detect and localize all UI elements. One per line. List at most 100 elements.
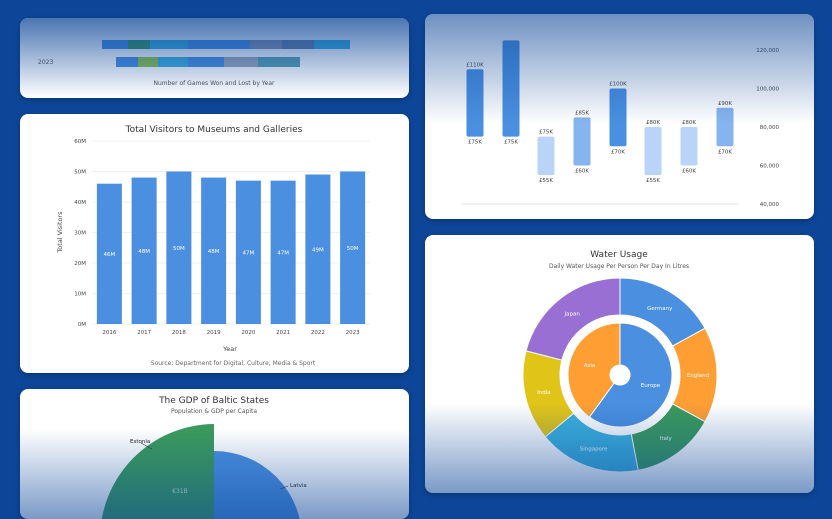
- x-tick-label: 2023: [346, 330, 360, 336]
- donut-slice-europe[interactable]: [588, 322, 673, 428]
- games-row-upper: [102, 40, 350, 49]
- visitors-chart-card: Total Visitors to Museums and Galleries …: [20, 114, 409, 373]
- low-label: £75K: [468, 140, 482, 146]
- y-axis-label: Total Visitors: [56, 211, 64, 254]
- low-label: £55K: [646, 178, 660, 184]
- high-label: £75K: [539, 130, 553, 136]
- label-leader-line: [140, 442, 153, 450]
- games-bar: [282, 40, 314, 49]
- games-chart: 2023 Number of Games Won and Lost by Yea…: [38, 40, 350, 87]
- bar[interactable]: [201, 177, 227, 324]
- games-bar: [102, 40, 128, 49]
- range-bar[interactable]: [609, 88, 627, 147]
- x-tick-label: 2020: [241, 330, 255, 336]
- range-chart: 40,000 60,000 80,000 100,000 120,000 £110K £7…: [461, 40, 780, 208]
- range-bar[interactable]: [644, 127, 662, 176]
- chart-subtitle: Population & GDP per Capita: [171, 408, 257, 415]
- x-tick-label: 2016: [102, 330, 116, 336]
- bar[interactable]: [340, 171, 366, 325]
- x-tick-label: 2021: [276, 330, 290, 336]
- data-label: 48M: [138, 249, 150, 255]
- slice-label: Japan: [564, 311, 581, 317]
- range-bar[interactable]: [680, 127, 698, 166]
- data-label: 47M: [277, 250, 289, 256]
- chart-title: Total Visitors to Museums and Galleries: [125, 125, 303, 135]
- donut-slice-japan[interactable]: [525, 277, 621, 361]
- high-label: £80K: [646, 120, 660, 126]
- games-bar: [188, 40, 250, 49]
- y-tick-label: 100,000: [756, 87, 779, 93]
- data-label: 50M: [173, 246, 185, 252]
- low-label: £70K: [718, 149, 732, 155]
- y-tick-label: 120,000: [756, 48, 779, 54]
- slice-label: Asia: [584, 363, 596, 369]
- low-label: £60K: [575, 169, 589, 175]
- chart-subtitle: Daily Water Usage Per Person Per Day In …: [549, 263, 689, 270]
- data-label: 50M: [347, 246, 359, 252]
- range-chart-card: 40,000 60,000 80,000 100,000 120,000 £110K £7…: [425, 14, 814, 219]
- slice-label-latvia: Latvia: [290, 483, 307, 489]
- y-tick-label: 40M: [74, 200, 86, 206]
- water-chart: Water Usage Daily Water Usage Per Person…: [522, 250, 718, 473]
- pie-slice-estonia[interactable]: [100, 424, 214, 519]
- games-caption: Number of Games Won and Lost by Year: [153, 80, 275, 87]
- games-bar: [258, 57, 300, 67]
- range-bar[interactable]: [573, 117, 591, 166]
- gdp-chart-card: The GDP of Baltic States Population & GD…: [20, 389, 409, 519]
- high-label: £90K: [718, 101, 732, 107]
- games-bar: [116, 57, 138, 67]
- slice-label: Europe: [641, 383, 661, 389]
- x-tick-label: 2022: [311, 330, 325, 336]
- low-label: £70K: [611, 149, 625, 155]
- bar[interactable]: [270, 180, 296, 324]
- x-tick-label: 2017: [137, 330, 151, 336]
- chart-title: The GDP of Baltic States: [158, 396, 269, 406]
- games-bar: [188, 57, 224, 67]
- chart-title: Water Usage: [590, 250, 648, 260]
- visitors-chart: Total Visitors to Museums and Galleries …: [56, 125, 370, 367]
- bar[interactable]: [235, 180, 261, 324]
- low-label: £75K: [504, 140, 518, 146]
- games-row-label: 2023: [38, 59, 53, 66]
- y-tick-label: 20M: [74, 261, 86, 267]
- data-label: 48M: [208, 249, 220, 255]
- y-tick-label: 60M: [74, 139, 86, 145]
- y-tick-label: 80,000: [760, 125, 780, 131]
- games-bar: [138, 57, 158, 67]
- y-tick-label: 30M: [74, 231, 86, 237]
- y-tick-label: 0M: [78, 322, 86, 328]
- range-bar[interactable]: [466, 69, 484, 137]
- x-tick-label: 2019: [207, 330, 221, 336]
- range-bar[interactable]: [537, 136, 555, 176]
- pie-slice-latvia[interactable]: [214, 451, 302, 519]
- high-label: £80K: [682, 120, 696, 126]
- slice-value-estonia: €31B: [172, 488, 188, 495]
- y-tick-label: 60,000: [760, 164, 780, 170]
- high-label: £85K: [575, 110, 589, 116]
- games-row-2023: [116, 57, 300, 67]
- data-label: 47M: [243, 250, 255, 256]
- games-bar: [314, 40, 350, 49]
- slice-label: Singapore: [580, 446, 608, 452]
- y-tick-label: 40,000: [760, 202, 780, 208]
- slice-label: Germany: [647, 306, 673, 312]
- bar[interactable]: [96, 183, 122, 324]
- chart-source: Source: Department for Digital, Culture,…: [151, 360, 316, 367]
- data-label: 49M: [312, 247, 324, 253]
- range-bar[interactable]: [716, 107, 734, 147]
- low-label: £60K: [682, 169, 696, 175]
- x-tick-label: 2018: [172, 330, 186, 336]
- games-bar: [250, 40, 282, 49]
- gdp-chart: The GDP of Baltic States Population & GD…: [100, 396, 307, 519]
- high-label: £110K: [466, 62, 484, 68]
- data-label: 46M: [104, 252, 116, 258]
- high-label: £100K: [609, 82, 627, 88]
- bar[interactable]: [166, 171, 192, 325]
- bar[interactable]: [131, 177, 157, 324]
- water-chart-card: Water Usage Daily Water Usage Per Person…: [425, 235, 814, 493]
- range-bar[interactable]: [502, 40, 520, 137]
- slice-label: India: [537, 390, 551, 396]
- bar[interactable]: [305, 174, 331, 324]
- games-bar: [224, 57, 258, 67]
- donut-slice-asia[interactable]: [567, 322, 621, 418]
